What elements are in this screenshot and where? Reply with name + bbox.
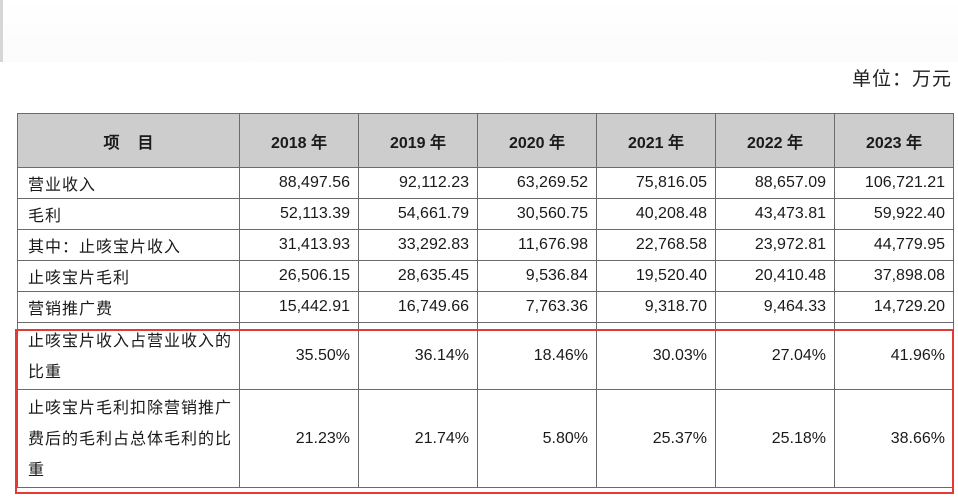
cell-value: 16,749.66: [358, 291, 478, 323]
table-row-product-revenue: 其中：止咳宝片收入 31,413.93 33,292.83 11,676.98 …: [17, 229, 954, 261]
cell-value: 22,768.58: [596, 229, 716, 261]
table-row-marketing-expense: 营销推广费 15,442.91 16,749.66 7,763.36 9,318…: [17, 291, 954, 323]
page-edge: [0, 0, 3, 62]
cell-value: 9,464.33: [715, 291, 835, 323]
row-label: 其中：止咳宝片收入: [17, 229, 240, 261]
cell-value: 9,536.84: [477, 260, 597, 292]
cell-value: 88,497.56: [239, 167, 359, 199]
cell-value: 31,413.93: [239, 229, 359, 261]
cell-value: 25.37%: [596, 389, 716, 488]
table-row-gross-profit: 毛利 52,113.39 54,661.79 30,560.75 40,208.…: [17, 198, 954, 230]
header-year: 2020 年: [477, 113, 597, 168]
header-year: 2023 年: [834, 113, 954, 168]
cell-value: 106,721.21: [834, 167, 954, 199]
row-label: 止咳宝片毛利: [17, 260, 240, 292]
cell-value: 9,318.70: [596, 291, 716, 323]
unit-label: 单位：万元: [851, 69, 952, 90]
table-row-profit-share: 止咳宝片毛利扣除营销推广费后的毛利占总体毛利的比重 21.23% 21.74% …: [17, 389, 954, 488]
cell-value: 25.18%: [715, 389, 835, 488]
table-row-revenue: 营业收入 88,497.56 92,112.23 63,269.52 75,81…: [17, 167, 954, 199]
cell-value: 43,473.81: [715, 198, 835, 230]
financial-table: 项目 2018 年 2019 年 2020 年 2021 年 2022 年 20…: [17, 113, 954, 488]
cell-value: 35.50%: [239, 322, 359, 390]
cell-value: 26,506.15: [239, 260, 359, 292]
cell-value: 33,292.83: [358, 229, 478, 261]
cell-value: 21.74%: [358, 389, 478, 488]
cell-value: 37,898.08: [834, 260, 954, 292]
cell-value: 92,112.23: [358, 167, 478, 199]
header-year: 2018 年: [239, 113, 359, 168]
cell-value: 18.46%: [477, 322, 597, 390]
header-year: 2019 年: [358, 113, 478, 168]
cell-value: 14,729.20: [834, 291, 954, 323]
cell-value: 59,922.40: [834, 198, 954, 230]
page-top-area: [0, 0, 958, 62]
cell-value: 7,763.36: [477, 291, 597, 323]
row-label: 止咳宝片毛利扣除营销推广费后的毛利占总体毛利的比重: [17, 389, 240, 488]
header-year: 2022 年: [715, 113, 835, 168]
cell-value: 28,635.45: [358, 260, 478, 292]
cell-value: 38.66%: [834, 389, 954, 488]
header-year: 2021 年: [596, 113, 716, 168]
cell-value: 40,208.48: [596, 198, 716, 230]
cell-value: 20,410.48: [715, 260, 835, 292]
row-label: 营销推广费: [17, 291, 240, 323]
cell-value: 11,676.98: [477, 229, 597, 261]
table-row-revenue-share: 止咳宝片收入占营业收入的比重 35.50% 36.14% 18.46% 30.0…: [17, 322, 954, 390]
cell-value: 19,520.40: [596, 260, 716, 292]
header-item: 项目: [17, 113, 240, 168]
cell-value: 41.96%: [834, 322, 954, 390]
cell-value: 15,442.91: [239, 291, 359, 323]
cell-value: 36.14%: [358, 322, 478, 390]
cell-value: 27.04%: [715, 322, 835, 390]
table-header-row: 项目 2018 年 2019 年 2020 年 2021 年 2022 年 20…: [17, 113, 954, 168]
cell-value: 44,779.95: [834, 229, 954, 261]
cell-value: 75,816.05: [596, 167, 716, 199]
row-label: 营业收入: [17, 167, 240, 199]
cell-value: 30,560.75: [477, 198, 597, 230]
cell-value: 54,661.79: [358, 198, 478, 230]
cell-value: 21.23%: [239, 389, 359, 488]
cell-value: 5.80%: [477, 389, 597, 488]
cell-value: 63,269.52: [477, 167, 597, 199]
cell-value: 52,113.39: [239, 198, 359, 230]
cell-value: 23,972.81: [715, 229, 835, 261]
row-label: 毛利: [17, 198, 240, 230]
row-label: 止咳宝片收入占营业收入的比重: [17, 322, 240, 390]
table-row-product-gross-profit: 止咳宝片毛利 26,506.15 28,635.45 9,536.84 19,5…: [17, 260, 954, 292]
cell-value: 30.03%: [596, 322, 716, 390]
cell-value: 88,657.09: [715, 167, 835, 199]
